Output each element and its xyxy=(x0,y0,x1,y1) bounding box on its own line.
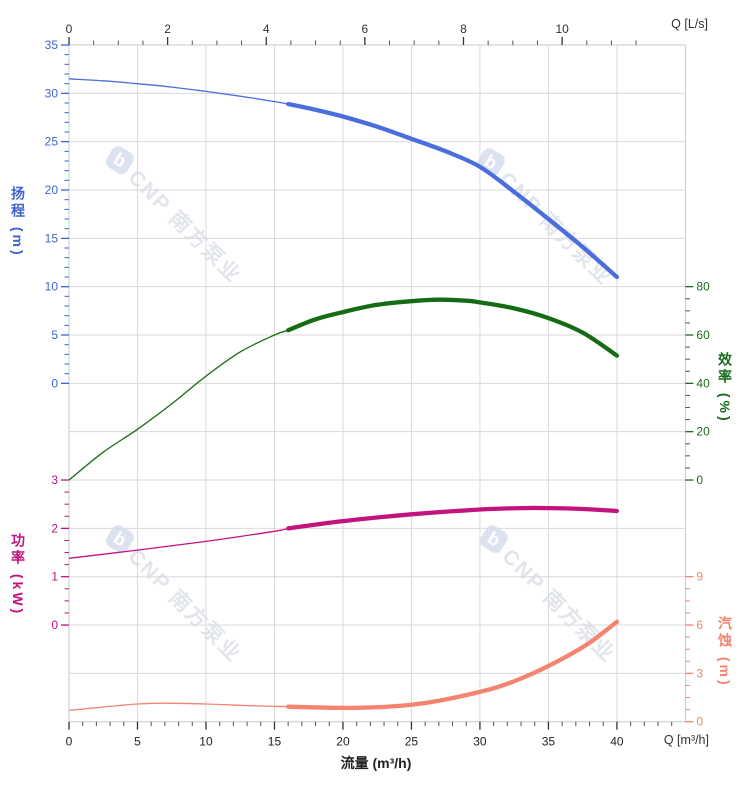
svg-text:0: 0 xyxy=(66,735,73,749)
svg-text:40: 40 xyxy=(610,735,624,749)
svg-text:6: 6 xyxy=(362,22,369,36)
svg-text:10: 10 xyxy=(199,735,213,749)
svg-text:25: 25 xyxy=(45,135,59,149)
npsh-curve xyxy=(286,619,620,711)
svg-text:60: 60 xyxy=(696,328,710,342)
svg-text:0: 0 xyxy=(51,618,58,632)
svg-text:40: 40 xyxy=(696,376,710,390)
svg-text:35: 35 xyxy=(542,735,556,749)
power-curve-thin xyxy=(68,527,289,559)
bottom-axis-unit-label: Q [m³/h] xyxy=(663,733,709,747)
svg-text:4: 4 xyxy=(263,22,270,36)
svg-text:25: 25 xyxy=(405,735,419,749)
svg-text:8: 8 xyxy=(460,22,467,36)
npsh-curve-thin xyxy=(68,702,289,712)
efficiency-curve xyxy=(286,297,620,358)
svg-text:0: 0 xyxy=(696,715,703,729)
head-curve xyxy=(286,101,620,280)
svg-text:80: 80 xyxy=(696,280,710,294)
power-curve xyxy=(286,505,620,531)
svg-text:0: 0 xyxy=(66,22,73,36)
head-axis-title: 扬程 (m) xyxy=(10,186,26,258)
svg-text:5: 5 xyxy=(51,328,58,342)
svg-text:15: 15 xyxy=(268,735,282,749)
svg-text:30: 30 xyxy=(45,86,59,100)
svg-text:35: 35 xyxy=(45,38,59,52)
npsh-axis-title: 汽蚀 (m) xyxy=(717,616,733,688)
svg-text:20: 20 xyxy=(696,425,710,439)
svg-text:20: 20 xyxy=(336,735,350,749)
svg-text:5: 5 xyxy=(134,735,141,749)
svg-text:2: 2 xyxy=(164,22,171,36)
head-curve-thin xyxy=(68,78,289,105)
efficiency-curve-thin xyxy=(68,329,289,481)
svg-text:30: 30 xyxy=(473,735,487,749)
bottom-axis-title: 流量 (m³/h) xyxy=(340,755,412,771)
svg-text:9: 9 xyxy=(696,570,703,584)
efficiency-axis-title: 效率 (%) xyxy=(717,352,733,424)
svg-text:15: 15 xyxy=(45,231,59,245)
top-axis-unit-label: Q [L/s] xyxy=(671,17,708,31)
svg-text:1: 1 xyxy=(51,570,58,584)
svg-text:2: 2 xyxy=(51,521,58,535)
svg-text:20: 20 xyxy=(45,183,59,197)
svg-text:3: 3 xyxy=(51,473,58,487)
svg-text:0: 0 xyxy=(696,473,703,487)
power-axis-title: 功率 (kW) xyxy=(10,533,26,617)
svg-text:0: 0 xyxy=(51,376,58,390)
svg-text:6: 6 xyxy=(696,618,703,632)
svg-text:10: 10 xyxy=(555,22,569,36)
svg-text:3: 3 xyxy=(696,666,703,680)
svg-text:10: 10 xyxy=(45,280,59,294)
